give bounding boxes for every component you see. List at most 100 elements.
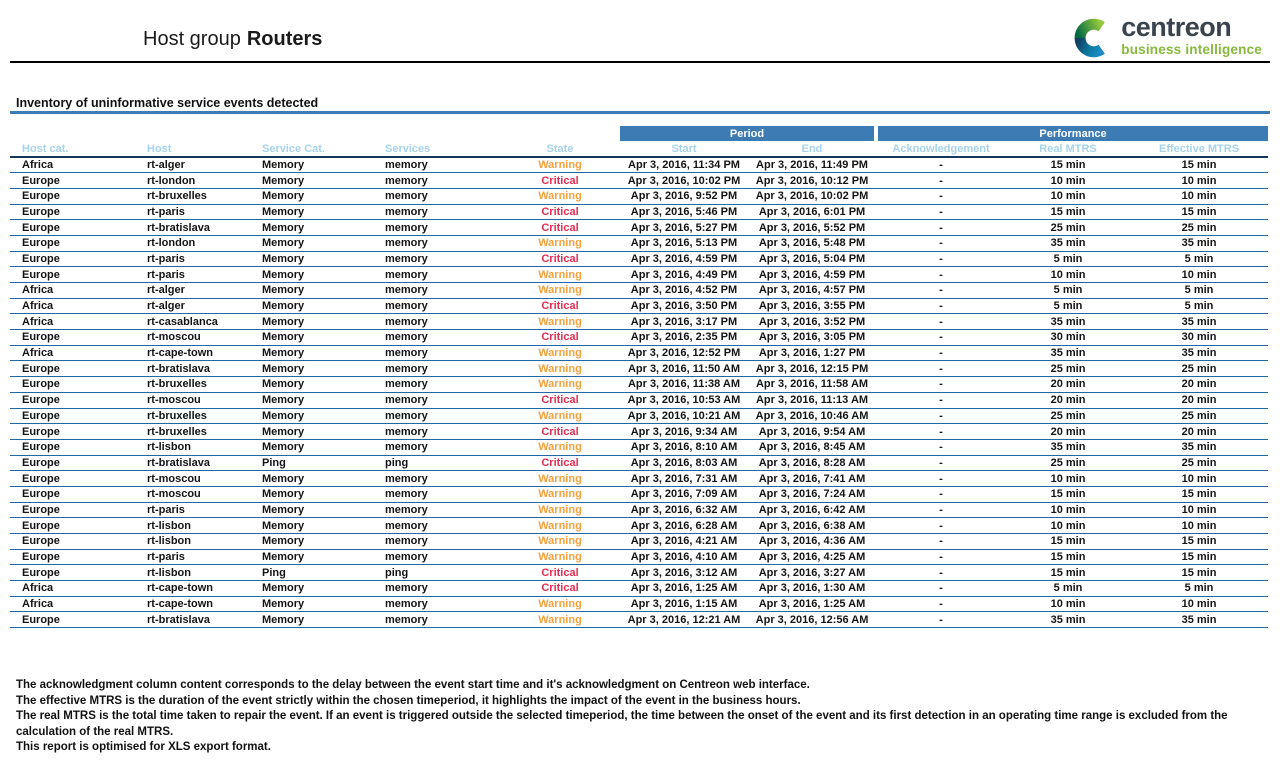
- cell-end: Apr 3, 2016, 7:41 AM: [748, 470, 877, 487]
- cell-effective: 10 min: [1130, 517, 1269, 534]
- cell-effective: 30 min: [1130, 329, 1269, 346]
- cell-service-cat: Memory: [260, 486, 383, 503]
- table-row: Europe rt-london Memory memory Critical Apr 3…: [10, 172, 1269, 189]
- table-row: Europe rt-moscou Memory memory Warning Apr 3,…: [10, 470, 1269, 487]
- cell-service: memory: [383, 298, 500, 315]
- table-row: Europe rt-paris Memory memory Critical Apr 3,…: [10, 204, 1269, 221]
- cell-host: rt-paris: [145, 251, 260, 268]
- cell-state: Warning: [500, 486, 620, 503]
- cell-state: Warning: [500, 502, 620, 519]
- cell-host-cat: Europe: [10, 611, 145, 629]
- cell-service-cat: Memory: [260, 266, 383, 283]
- cell-effective: 20 min: [1130, 423, 1269, 440]
- cell-service: memory: [383, 439, 500, 456]
- cell-host: rt-bratislava: [145, 360, 260, 378]
- cell-effective: 35 min: [1130, 345, 1269, 362]
- cell-real: 15 min: [1006, 533, 1131, 550]
- cell-host-cat: Europe: [10, 502, 145, 519]
- table-row: Europe rt-paris Memory memory Warning Apr 3, …: [10, 266, 1269, 283]
- cell-effective: 5 min: [1130, 251, 1269, 268]
- col-header-host-cat: Host cat.: [10, 141, 145, 158]
- cell-service: memory: [383, 329, 500, 346]
- cell-ack: -: [876, 313, 1007, 331]
- table-row: Europe rt-lisbon Memory memory Warning Apr 3,…: [10, 517, 1269, 534]
- table-row: Africa rt-cape-town Memory memory Warning Apr…: [10, 345, 1269, 362]
- cell-ack: -: [876, 376, 1007, 393]
- cell-service: memory: [383, 360, 500, 378]
- cell-service: memory: [383, 376, 500, 393]
- cell-start: Apr 3, 2016, 3:12 AM: [620, 564, 748, 582]
- cell-ack: -: [876, 580, 1007, 597]
- cell-state: Critical: [500, 204, 620, 221]
- cell-end: Apr 3, 2016, 4:57 PM: [748, 282, 877, 299]
- cell-effective: 35 min: [1130, 313, 1269, 331]
- cell-host: rt-bratislava: [145, 219, 260, 236]
- cell-start: Apr 3, 2016, 4:49 PM: [620, 266, 748, 283]
- cell-host: rt-paris: [145, 266, 260, 283]
- cell-ack: -: [876, 502, 1007, 519]
- cell-real: 10 min: [1006, 470, 1131, 487]
- cell-service: memory: [383, 172, 500, 189]
- cell-ack: -: [876, 611, 1007, 629]
- cell-effective: 10 min: [1130, 502, 1269, 519]
- cell-state: Critical: [500, 455, 620, 472]
- cell-real: 25 min: [1006, 219, 1131, 236]
- cell-host: rt-alger: [145, 157, 260, 174]
- centreon-tagline: business intelligence: [1121, 42, 1262, 57]
- cell-service: memory: [383, 282, 500, 299]
- table-row: Europe rt-paris Memory memory Warning Apr 3, …: [10, 502, 1269, 519]
- cell-state: Warning: [500, 470, 620, 487]
- cell-ack: -: [876, 564, 1007, 582]
- centreon-logo: centreon business intelligence: [1070, 14, 1262, 60]
- cell-ack: -: [876, 533, 1007, 550]
- cell-host-cat: Africa: [10, 157, 145, 174]
- cell-service: memory: [383, 219, 500, 236]
- cell-host: rt-london: [145, 172, 260, 189]
- cell-real: 15 min: [1006, 157, 1131, 174]
- cell-end: Apr 3, 2016, 1:27 PM: [748, 345, 877, 362]
- title-divider: [10, 61, 1270, 63]
- cell-service-cat: Memory: [260, 345, 383, 362]
- table-row: Europe rt-bruxelles Memory memory Critical Ap…: [10, 423, 1269, 440]
- cell-end: Apr 3, 2016, 11:49 PM: [748, 157, 877, 174]
- cell-state: Warning: [500, 360, 620, 378]
- table-row: Europe rt-bratislava Memory memory Warning Ap…: [10, 611, 1269, 629]
- table-row: Europe rt-bruxelles Memory memory Warning Apr…: [10, 376, 1269, 393]
- cell-service: memory: [383, 502, 500, 519]
- cell-service: memory: [383, 266, 500, 283]
- cell-host-cat: Europe: [10, 470, 145, 487]
- cell-end: Apr 3, 2016, 7:24 AM: [748, 486, 877, 503]
- cell-state: Critical: [500, 392, 620, 409]
- cell-host: rt-bruxelles: [145, 408, 260, 425]
- cell-host-cat: Africa: [10, 580, 145, 597]
- table-row: Europe rt-lisbon Ping ping Critical Apr 3, 20…: [10, 564, 1269, 582]
- cell-host-cat: Europe: [10, 376, 145, 393]
- cell-real: 15 min: [1006, 549, 1131, 566]
- cell-end: Apr 3, 2016, 3:55 PM: [748, 298, 877, 315]
- cell-service: ping: [383, 455, 500, 472]
- cell-host-cat: Europe: [10, 172, 145, 189]
- cell-ack: -: [876, 439, 1007, 456]
- centreon-c-icon: [1074, 18, 1106, 58]
- cell-end: Apr 3, 2016, 5:04 PM: [748, 251, 877, 268]
- column-header-row: Host cat. Host Service Cat. Services Sta…: [10, 141, 1269, 158]
- cell-state: Warning: [500, 439, 620, 456]
- cell-ack: -: [876, 408, 1007, 425]
- cell-start: Apr 3, 2016, 1:25 AM: [620, 580, 748, 597]
- cell-host-cat: Europe: [10, 219, 145, 236]
- cell-start: Apr 3, 2016, 12:21 AM: [620, 611, 748, 629]
- cell-end: Apr 3, 2016, 8:28 AM: [748, 455, 877, 472]
- cell-service: ping: [383, 564, 500, 582]
- table-row: Africa rt-cape-town Memory memory Warning Apr…: [10, 596, 1269, 613]
- cell-host: rt-lisbon: [145, 533, 260, 550]
- cell-host-cat: Europe: [10, 329, 145, 346]
- cell-real: 5 min: [1006, 580, 1131, 597]
- cell-host: rt-bruxelles: [145, 423, 260, 440]
- cell-service: memory: [383, 408, 500, 425]
- cell-service-cat: Memory: [260, 611, 383, 629]
- cell-service: memory: [383, 533, 500, 550]
- cell-end: Apr 3, 2016, 5:48 PM: [748, 235, 877, 252]
- col-header-services: Services: [383, 141, 500, 158]
- cell-ack: -: [876, 282, 1007, 299]
